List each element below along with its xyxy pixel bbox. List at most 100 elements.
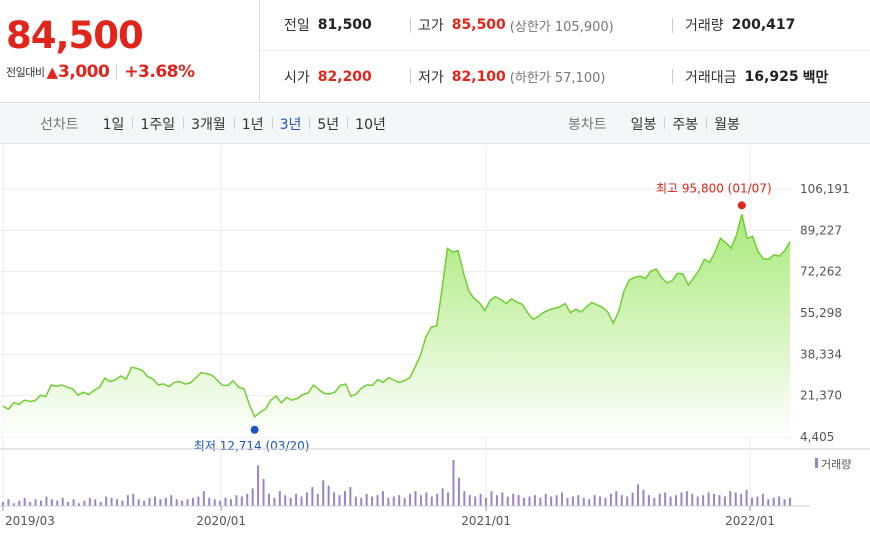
volume-bar <box>571 496 574 506</box>
volume-bar <box>561 492 564 506</box>
volume-bar <box>490 491 493 506</box>
y-tick-label: 89,227 <box>800 223 842 237</box>
tab-3m[interactable]: 3개월 <box>183 114 234 134</box>
prev-close-value: 81,500 <box>317 17 372 33</box>
volume-bar <box>115 499 118 506</box>
volume-bar <box>778 496 781 506</box>
y-tick-label: 38,334 <box>800 347 842 361</box>
x-tick-label: 2020/01 <box>196 514 246 528</box>
volume-bar <box>729 491 732 506</box>
high-value: 85,500 <box>451 17 506 33</box>
volume-bar <box>468 495 471 506</box>
volume-bar <box>414 491 417 506</box>
volume-bar <box>311 487 314 506</box>
volume-bar <box>604 497 607 506</box>
tab-monthly[interactable]: 월봉 <box>706 114 748 134</box>
volume-bar <box>761 493 764 506</box>
stats-row-1: 전일 81,500 고가 85,500 (상한가 105,900) 거래량 20… <box>260 0 870 51</box>
volume-bar <box>327 485 330 506</box>
volume-bar <box>566 497 569 506</box>
open-value: 82,200 <box>317 68 372 85</box>
y-tick-label: 21,370 <box>800 389 842 403</box>
low-label: 저가 <box>418 69 444 86</box>
y-axis: 106,191 89,227 72,262 55,298 38,334 21,370 4,4… <box>800 182 850 444</box>
change-label: 전일대비 <box>6 66 45 79</box>
volume-bar <box>110 497 113 506</box>
volume-bar <box>191 497 194 506</box>
candle-chart-tabs: 봉차트 일봉 주봉 월봉 <box>568 104 748 144</box>
lower-limit: (하한가 57,100) <box>509 71 606 86</box>
volume-bar <box>702 495 705 506</box>
volume-bar <box>343 491 346 506</box>
volume-bar <box>229 499 232 506</box>
volume-bar <box>658 493 661 506</box>
volume-bar <box>430 496 433 506</box>
volume-bar <box>143 500 146 506</box>
tab-10y[interactable]: 10년 <box>347 114 394 134</box>
change-line: 전일대비 ▲ 3,000 +3.68% <box>6 62 195 82</box>
volume-bar <box>181 500 184 506</box>
volume-bar <box>224 497 227 506</box>
divider <box>410 69 411 84</box>
tab-daily[interactable]: 일봉 <box>630 117 657 133</box>
divider <box>672 17 673 33</box>
tab-1d[interactable]: 1일 <box>102 117 125 133</box>
volume-bar <box>707 492 710 506</box>
volume-bar <box>23 497 26 506</box>
volume-bar <box>745 489 748 506</box>
tab-1y[interactable]: 1년 <box>233 114 272 134</box>
volume-bar <box>599 496 602 506</box>
tab-5y[interactable]: 5년 <box>309 114 347 134</box>
volume-bar <box>463 491 466 506</box>
volume-bar <box>56 500 59 506</box>
volume-bar <box>506 496 509 506</box>
low-cell: 저가 82,100 (하한가 57,100) <box>418 67 605 87</box>
volume-bar <box>29 501 32 506</box>
open-cell: 시가 82,200 <box>284 67 372 87</box>
upper-limit: (상한가 105,900) <box>509 19 614 35</box>
volume-bar <box>235 495 238 506</box>
volume-bar <box>12 503 15 506</box>
volume-bar <box>675 495 678 506</box>
y-tick-label: 72,262 <box>800 265 842 279</box>
volume-bar <box>18 500 21 506</box>
x-tick-label: 2022/01 <box>725 514 775 528</box>
volume-bar <box>278 491 281 506</box>
volume-bar <box>197 496 200 506</box>
volume-bar <box>593 495 596 506</box>
volume-bar <box>257 465 260 506</box>
prev-close-label: 전일 <box>284 18 310 34</box>
volume-bar <box>582 497 585 506</box>
volume-bar <box>50 499 53 506</box>
volume-bar <box>685 491 688 506</box>
y-tick-label: 106,191 <box>800 182 850 196</box>
price-box: 84,500 전일대비 ▲ 3,000 +3.68% <box>0 0 260 103</box>
volume-bar <box>376 495 379 506</box>
volume-bar <box>615 491 618 506</box>
volume-bar <box>267 493 270 506</box>
trade-value-value: 16,925 <box>744 68 799 85</box>
price-area <box>3 214 790 437</box>
volume-bar <box>132 493 135 506</box>
volume-bar <box>273 497 276 506</box>
trade-value-label: 거래대금 <box>685 69 737 86</box>
tab-3y[interactable]: 3년 <box>271 114 310 134</box>
volume-bar <box>88 497 91 506</box>
volume-bar <box>669 496 672 506</box>
volume-bar <box>213 499 216 506</box>
volume-bar <box>371 496 374 506</box>
volume-bar <box>647 495 650 506</box>
price-chart: 최고 95,800 (01/07) 최저 12,714 (03/20) 106,1… <box>0 145 870 528</box>
volume-bar <box>550 496 553 506</box>
tab-1w[interactable]: 1주일 <box>132 114 183 134</box>
volume-bar <box>495 495 498 506</box>
price-line <box>2 214 791 419</box>
volume-bar <box>479 493 482 506</box>
volume-bar <box>72 499 75 506</box>
trade-value-cell: 거래대금 16,925 백만 <box>685 67 828 87</box>
volume-bar <box>403 497 406 506</box>
volume-bar <box>148 497 151 506</box>
tab-weekly[interactable]: 주봉 <box>664 114 706 134</box>
volume-bar <box>523 497 526 506</box>
volume-bar <box>555 495 558 506</box>
